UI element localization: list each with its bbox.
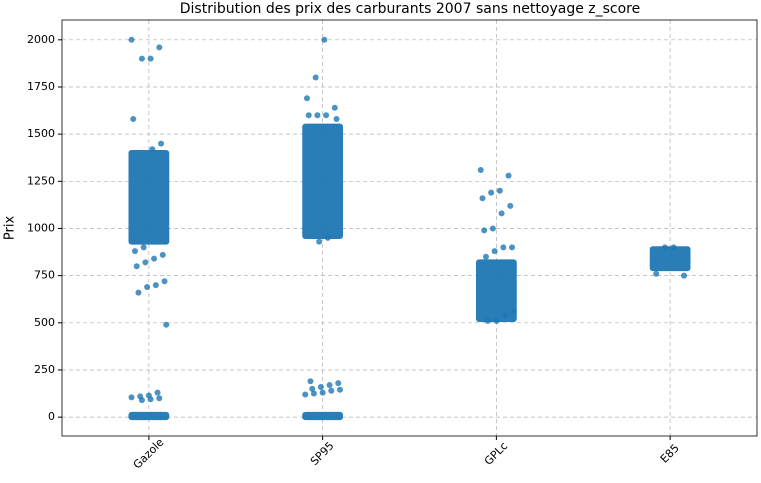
point bbox=[309, 385, 316, 392]
chart-title: Distribution des prix des carburants 200… bbox=[180, 1, 641, 17]
x-tick-label: E85 bbox=[658, 442, 682, 466]
point-cluster bbox=[649, 246, 691, 272]
point bbox=[491, 248, 498, 255]
y-tick-label: 1250 bbox=[27, 174, 55, 187]
point bbox=[154, 389, 161, 396]
plot-frame bbox=[61, 19, 758, 437]
point bbox=[302, 391, 309, 398]
point bbox=[142, 259, 149, 266]
point bbox=[321, 36, 328, 43]
point bbox=[507, 202, 514, 209]
point bbox=[159, 251, 166, 258]
point bbox=[156, 395, 163, 402]
point bbox=[158, 140, 165, 147]
point bbox=[140, 244, 147, 251]
point bbox=[128, 36, 135, 43]
point bbox=[138, 55, 145, 62]
point bbox=[493, 317, 500, 324]
y-tick-label: 500 bbox=[34, 316, 55, 329]
point bbox=[653, 270, 660, 277]
point bbox=[477, 166, 484, 173]
y-tick-label: 0 bbox=[48, 410, 55, 423]
point bbox=[496, 187, 503, 194]
y-tick-label: 750 bbox=[34, 269, 55, 282]
point bbox=[138, 397, 145, 404]
point bbox=[324, 234, 331, 241]
point bbox=[316, 238, 323, 245]
point bbox=[152, 282, 159, 289]
point bbox=[305, 112, 312, 119]
y-axis-label: Prix bbox=[3, 216, 18, 241]
point bbox=[312, 74, 319, 81]
y-tick-label: 2000 bbox=[27, 33, 55, 46]
x-tick-label: GPLc bbox=[482, 439, 511, 468]
point bbox=[151, 255, 158, 262]
point bbox=[130, 116, 137, 123]
point bbox=[681, 272, 688, 279]
point bbox=[498, 210, 505, 217]
point bbox=[505, 172, 512, 179]
point-cluster bbox=[476, 259, 517, 323]
point bbox=[144, 283, 151, 290]
point bbox=[314, 112, 321, 119]
point bbox=[149, 146, 156, 153]
point bbox=[489, 225, 496, 232]
point bbox=[163, 321, 170, 328]
point bbox=[661, 244, 668, 251]
point bbox=[319, 389, 326, 396]
y-tick-label: 1500 bbox=[27, 127, 55, 140]
point bbox=[128, 394, 135, 401]
point bbox=[331, 104, 338, 111]
point bbox=[510, 308, 517, 315]
point bbox=[488, 189, 495, 196]
point bbox=[131, 248, 138, 255]
point-cluster bbox=[128, 411, 170, 421]
point-cluster bbox=[128, 150, 170, 245]
x-tick-label: Gazole bbox=[131, 436, 167, 472]
point bbox=[133, 263, 140, 270]
point bbox=[335, 380, 342, 387]
point bbox=[156, 44, 163, 51]
point bbox=[317, 383, 324, 390]
point bbox=[147, 55, 154, 62]
point bbox=[307, 378, 314, 385]
point bbox=[326, 382, 333, 389]
point bbox=[500, 244, 507, 251]
point bbox=[303, 95, 310, 102]
point bbox=[670, 244, 677, 251]
point bbox=[337, 386, 343, 393]
point bbox=[333, 116, 340, 123]
point-cluster bbox=[302, 123, 343, 240]
y-tick-label: 250 bbox=[34, 363, 55, 376]
x-tick-label: SP95 bbox=[308, 439, 337, 468]
point bbox=[323, 112, 330, 119]
point bbox=[481, 227, 488, 234]
point bbox=[328, 387, 335, 394]
point bbox=[479, 195, 486, 202]
point bbox=[161, 278, 168, 285]
point-cluster bbox=[302, 411, 343, 421]
point bbox=[135, 289, 142, 296]
point bbox=[509, 244, 516, 251]
point bbox=[484, 317, 491, 324]
y-tick-label: 1000 bbox=[27, 221, 55, 234]
y-tick-label: 1750 bbox=[27, 80, 55, 93]
point bbox=[147, 396, 154, 403]
point bbox=[482, 253, 489, 260]
point bbox=[310, 390, 317, 397]
point bbox=[502, 312, 509, 319]
